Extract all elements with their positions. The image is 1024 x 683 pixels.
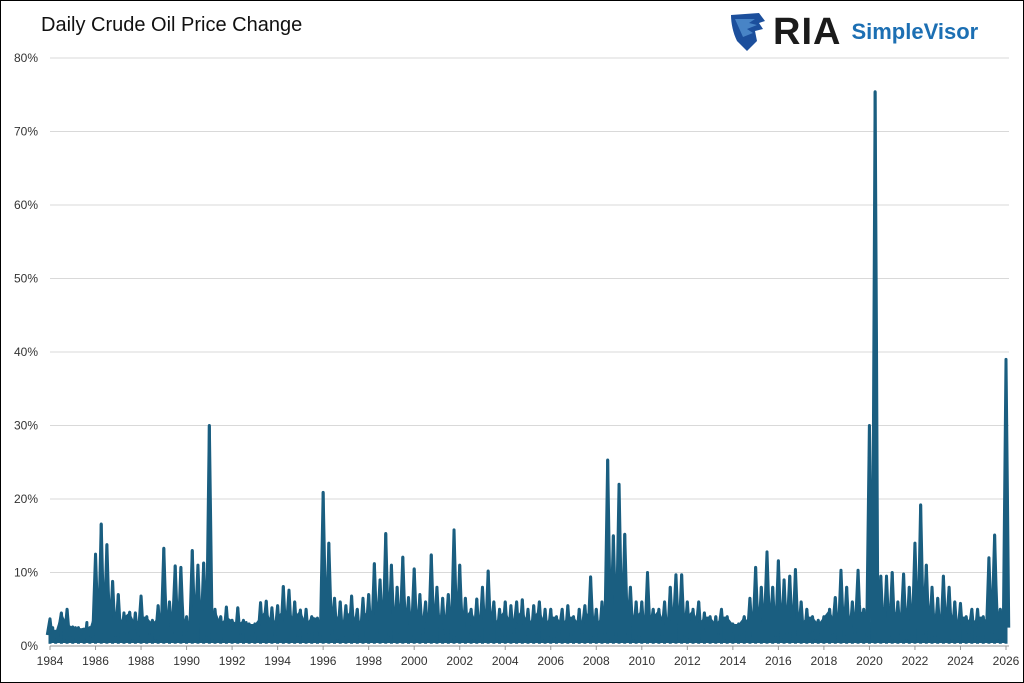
y-tick-label: 70%	[14, 125, 38, 139]
x-tick-label: 2014	[720, 654, 747, 668]
x-tick-label: 2020	[856, 654, 883, 668]
x-tick-label: 1984	[37, 654, 64, 668]
x-tick-label: 2008	[583, 654, 610, 668]
y-tick-label: 50%	[14, 272, 38, 286]
y-tick-label: 10%	[14, 566, 38, 580]
x-tick-label: 2022	[902, 654, 929, 668]
x-tick-label: 1990	[173, 654, 200, 668]
logo-brand: RIA	[773, 10, 842, 53]
x-tick-label: 1998	[355, 654, 382, 668]
y-tick-label: 30%	[14, 419, 38, 433]
x-tick-label: 2010	[628, 654, 655, 668]
y-tick-label: 80%	[14, 51, 38, 65]
x-tick-label: 2006	[537, 654, 564, 668]
x-tick-label: 1994	[264, 654, 291, 668]
x-tick-label: 2000	[401, 654, 428, 668]
x-tick-label: 2024	[947, 654, 974, 668]
x-tick-label: 2012	[674, 654, 701, 668]
x-tick-label: 1988	[128, 654, 155, 668]
y-tick-label: 60%	[14, 198, 38, 212]
y-tick-label: 40%	[14, 345, 38, 359]
logo-product: SimpleVisor	[851, 19, 979, 44]
x-tick-label: 1992	[219, 654, 246, 668]
x-tick-label: 2026	[993, 654, 1020, 668]
x-tick-label: 2016	[765, 654, 792, 668]
x-tick-label: 2018	[811, 654, 838, 668]
x-tick-label: 1986	[82, 654, 109, 668]
y-tick-label: 20%	[14, 492, 38, 506]
x-tick-label: 2004	[492, 654, 519, 668]
x-tick-label: 2002	[446, 654, 473, 668]
data-series-line	[45, 90, 1011, 642]
eagle-icon	[731, 13, 765, 51]
chart-title: Daily Crude Oil Price Change	[41, 14, 303, 36]
ria-simplevisor-logo: RIA SimpleVisor	[729, 11, 978, 53]
y-tick-label: 0%	[21, 639, 39, 653]
x-tick-label: 1996	[310, 654, 337, 668]
